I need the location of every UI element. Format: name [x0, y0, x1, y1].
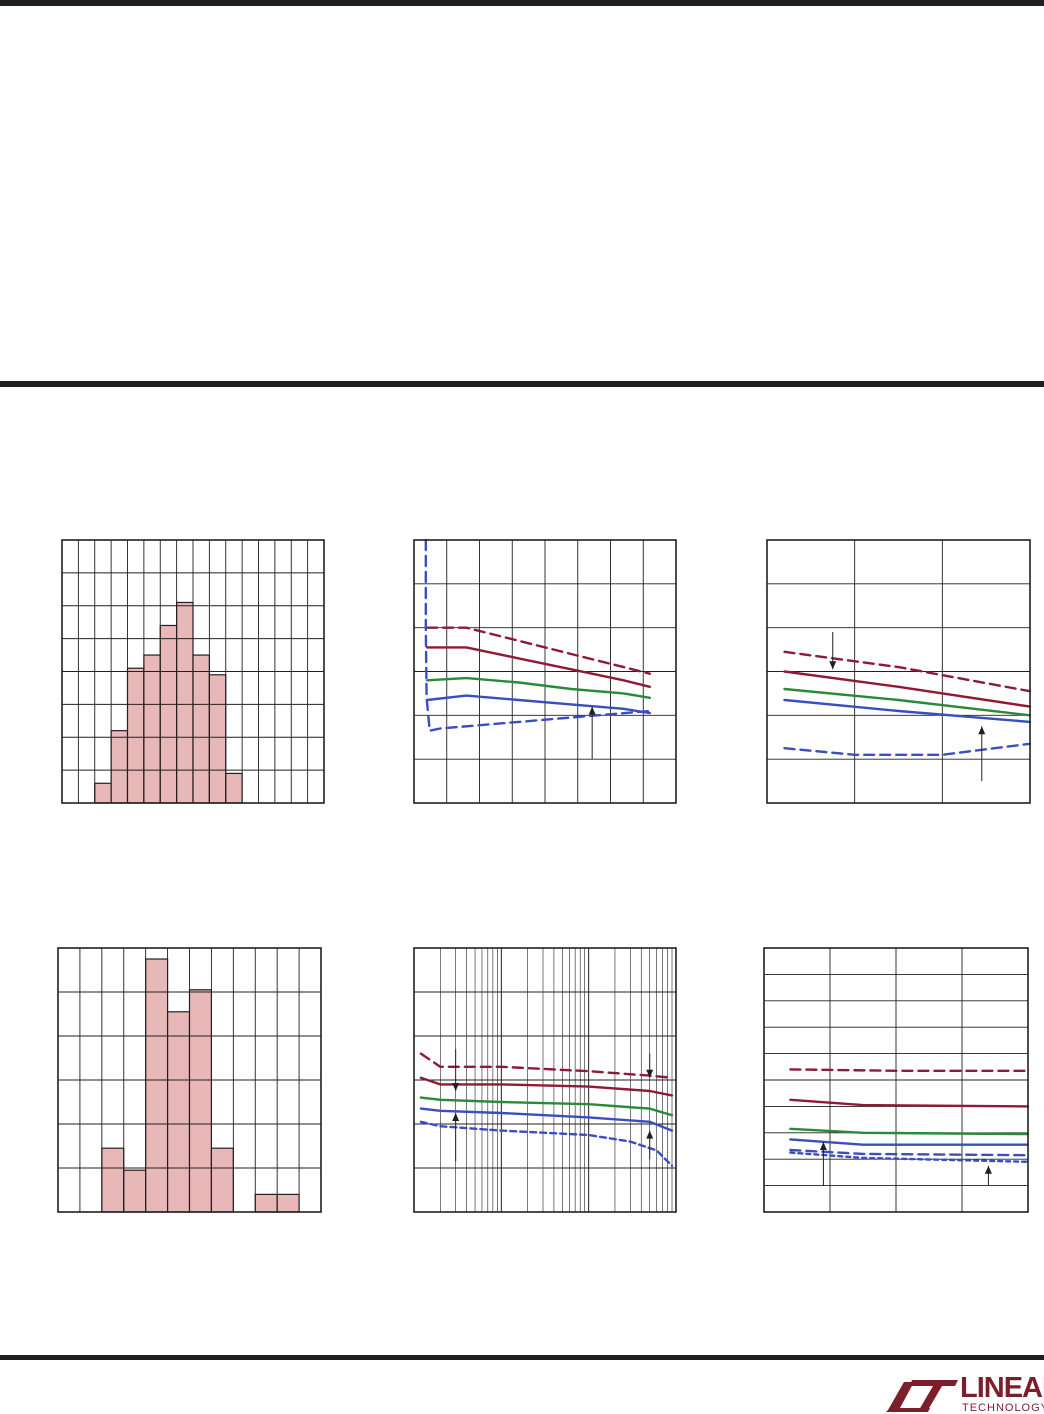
bar-7: [276, 1193, 300, 1213]
top-rule: [0, 0, 1044, 6]
series-line-3: [419, 1107, 674, 1132]
bar-3: [143, 654, 161, 804]
chart-c1: [61, 539, 325, 804]
arrow-0: [588, 706, 596, 760]
bar-5: [210, 1147, 234, 1213]
bar-6: [254, 1193, 278, 1213]
arrow-0: [829, 632, 837, 670]
series-line-3: [789, 1138, 1030, 1146]
plot-frame: [61, 539, 325, 804]
bar-7: [208, 674, 227, 804]
chart-c4: [57, 947, 322, 1213]
series-line-3: [425, 694, 651, 715]
bar-0: [94, 782, 112, 804]
series-line-2: [789, 1127, 1030, 1136]
series-line-1: [789, 1098, 1030, 1108]
arrow-0: [452, 1049, 460, 1091]
arrow-1: [978, 726, 986, 782]
arrow-1: [452, 1113, 460, 1162]
plot-frame: [766, 539, 1031, 804]
bar-5: [176, 601, 194, 804]
brand-line2: TECHNOLOGY: [962, 1402, 1044, 1414]
series-line-2: [783, 687, 1032, 717]
plot-frame: [413, 947, 677, 1213]
series-line-0: [419, 1052, 674, 1080]
series-line-1: [783, 670, 1032, 708]
bar-1: [123, 1169, 147, 1213]
linear-logo-icon: [886, 1380, 958, 1412]
series-line-5: [789, 1151, 1030, 1164]
chart-c3: [766, 539, 1032, 804]
section-rule: [0, 381, 1044, 387]
arrow-0: [819, 1142, 827, 1186]
series-line-1: [419, 1076, 674, 1097]
chart-c5: [413, 947, 677, 1213]
series-line-0: [789, 1068, 1030, 1073]
bar-6: [192, 654, 210, 804]
chart-c6: [763, 947, 1030, 1213]
bar-3: [166, 1011, 191, 1213]
bottom-rule: [0, 1355, 1044, 1360]
chart-c2: [413, 538, 677, 804]
series-line-0: [783, 650, 1032, 693]
bar-0: [101, 1147, 125, 1213]
arrow-1: [984, 1165, 992, 1186]
series-line-1: [425, 646, 651, 688]
series-line-4: [783, 742, 1032, 756]
series-line-4: [419, 1120, 674, 1168]
arrow-3: [646, 1130, 654, 1160]
series-line-2: [419, 1096, 674, 1117]
series-line-4: [789, 1148, 1030, 1157]
bar-8: [225, 772, 243, 804]
series-line-0: [425, 626, 651, 675]
plot-frame: [763, 947, 1029, 1213]
bar-4: [159, 624, 178, 804]
series-line-2: [425, 676, 651, 699]
plot-frame: [413, 539, 677, 804]
plot-frame: [57, 947, 322, 1213]
brand-line1: LINEAR: [960, 1372, 1044, 1404]
bar-4: [188, 989, 213, 1213]
bar-2: [126, 667, 145, 804]
bar-2: [145, 958, 169, 1213]
bar-1: [110, 730, 129, 804]
brand-name: LINEAR TECHNOLOGY: [960, 1374, 1044, 1414]
series-line-4: [424, 538, 651, 732]
series-line-3: [783, 698, 1032, 724]
arrow-2: [646, 1053, 654, 1078]
